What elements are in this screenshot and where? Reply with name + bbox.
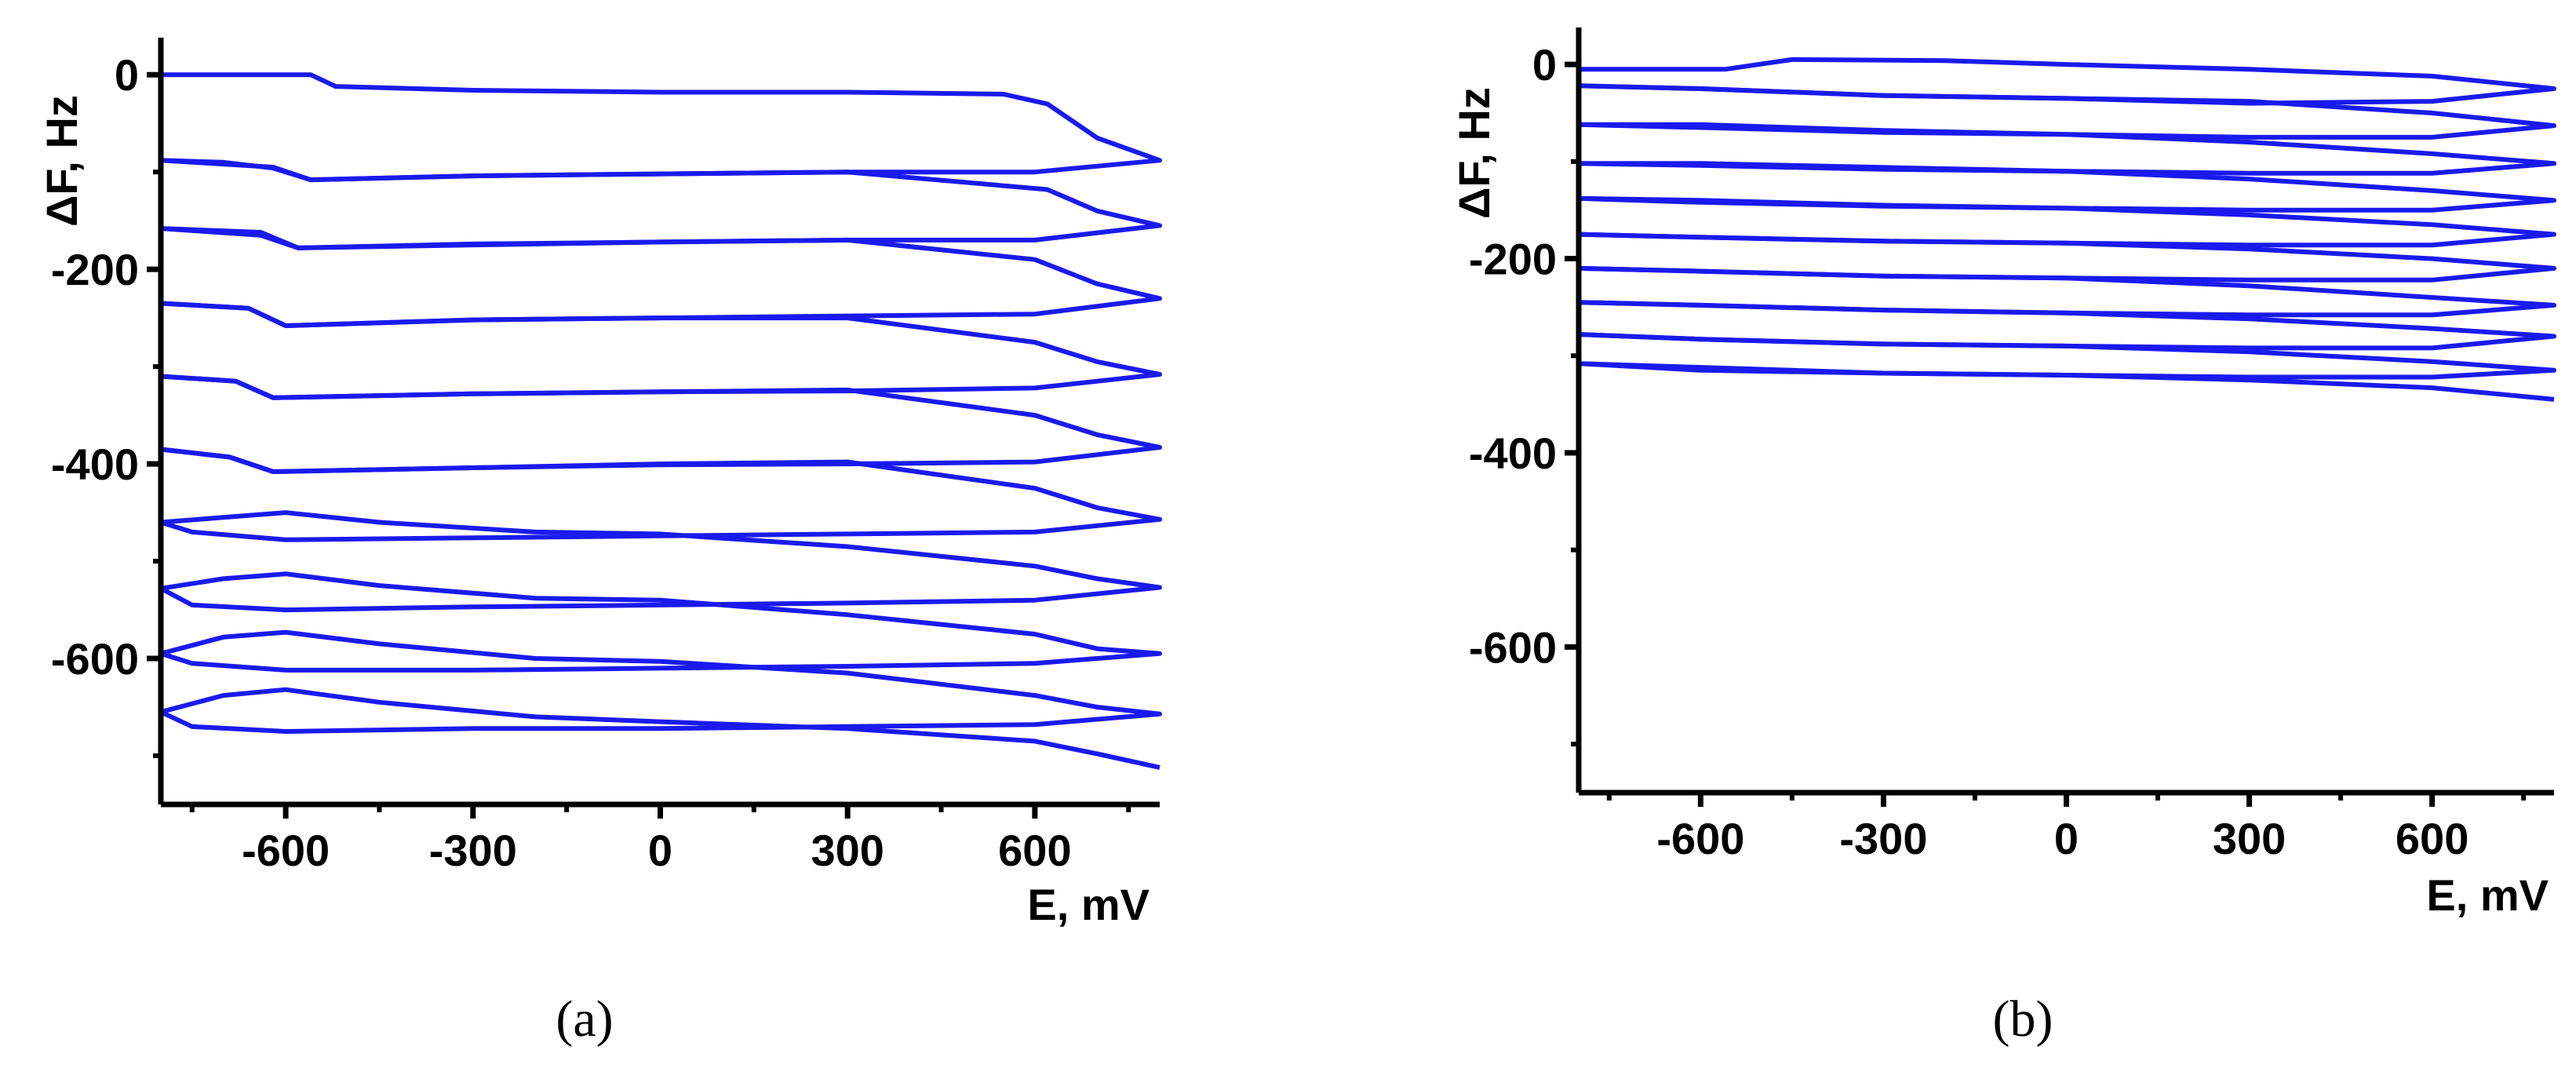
panel-b-ytick-label: -400 (1469, 429, 1557, 478)
panel-b-xtick-label: -300 (1839, 814, 1927, 863)
panel-b-ylabel: ΔF, Hz (1449, 87, 1499, 219)
panel-b-axes: 0 -200 -400 -600 -600 -300 0 300 600 (1469, 27, 2554, 863)
panel-a-xtick-label: -300 (429, 826, 517, 875)
panel-a-cycle-8 (160, 571, 1162, 673)
panel-a-xtick-label: 600 (998, 826, 1071, 875)
panel-a-series-lines (159, 72, 1162, 770)
panel-b-ytick-label: 0 (1532, 40, 1557, 89)
panel-a-cycle-4 (160, 301, 1162, 400)
panel-a: 0 -200 -400 -600 -600 -300 0 300 600 E, mV ΔF, H… (37, 38, 1162, 1048)
panel-a-cycle-3 (160, 226, 1162, 328)
panel-a-cycle-9 (159, 629, 1162, 734)
panel-a-ytick-label: -400 (51, 439, 139, 489)
panel-a-caption: (a) (556, 990, 613, 1048)
panel-b-series-lines (1578, 57, 2556, 402)
panel-a-ytick-label: 0 (115, 50, 139, 100)
panel-b-xtick-label: 0 (2054, 814, 2079, 863)
panel-b-xtick-label: 600 (2396, 814, 2469, 863)
panel-b: 0 -200 -400 -600 -600 -300 0 300 600 E, mV ΔF, H… (1449, 27, 2556, 1048)
panel-b-cycle-10 (1578, 361, 2555, 402)
panel-b-xlabel: E, mV (2426, 870, 2549, 920)
panel-a-axes: 0 -200 -400 -600 -600 -300 0 300 600 (51, 38, 1160, 875)
panel-a-xtick-label: 0 (648, 826, 672, 875)
panel-a-ytick-label: -200 (51, 245, 139, 294)
panel-a-cycle-7 (159, 510, 1162, 613)
panel-a-ytick-label: -600 (51, 634, 139, 684)
panel-a-cycle-6 (160, 447, 1162, 542)
panel-b-xtick-label: -600 (1656, 814, 1744, 863)
panel-b-xtick-label: 300 (2213, 814, 2286, 863)
panel-a-ylabel: ΔF, Hz (37, 95, 86, 227)
panel-a-cycle-10 (160, 687, 1160, 770)
panel-b-ytick-label: -200 (1469, 235, 1557, 284)
panel-a-cycle-1 (160, 72, 1162, 183)
panel-a-xlabel: E, mV (1027, 880, 1150, 929)
panel-a-xtick-label: -600 (242, 826, 330, 875)
panel-b-caption: (b) (1993, 990, 2053, 1048)
panel-b-ytick-label: -600 (1469, 622, 1557, 672)
panel-a-xtick-label: 300 (811, 826, 884, 875)
